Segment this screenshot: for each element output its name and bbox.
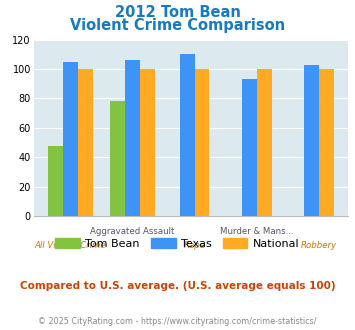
Bar (195, 69, 209, 216)
Text: All Violent Crime: All Violent Crime (34, 241, 106, 250)
Text: Robbery: Robbery (301, 241, 337, 250)
Text: Compared to U.S. average. (U.S. average equals 100): Compared to U.S. average. (U.S. average … (20, 281, 335, 291)
Bar (180, 54, 195, 216)
Bar (242, 79, 257, 216)
Text: Violent Crime Comparison: Violent Crime Comparison (70, 18, 285, 33)
Bar (257, 69, 272, 216)
Bar (110, 101, 125, 216)
Legend: Tom Bean, Texas, National: Tom Bean, Texas, National (51, 234, 304, 253)
Text: 2012 Tom Bean: 2012 Tom Bean (115, 5, 240, 20)
Text: © 2025 CityRating.com - https://www.cityrating.com/crime-statistics/: © 2025 CityRating.com - https://www.city… (38, 317, 317, 326)
Bar (304, 65, 319, 216)
Text: Aggravated Assault: Aggravated Assault (90, 227, 175, 236)
Bar (140, 69, 155, 216)
Bar (63, 62, 78, 216)
Bar (48, 146, 63, 216)
Text: Murder & Mans...: Murder & Mans... (220, 227, 293, 236)
Bar (125, 60, 140, 216)
Bar (78, 69, 93, 216)
Bar (319, 69, 334, 216)
Text: Rape: Rape (184, 241, 206, 250)
